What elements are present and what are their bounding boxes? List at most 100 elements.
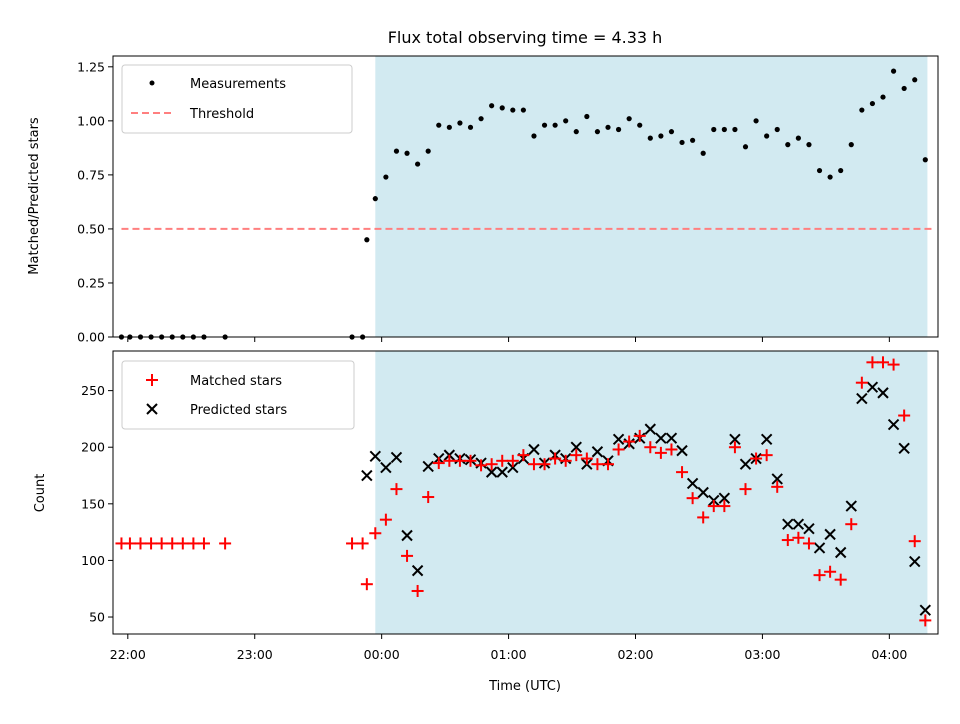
measurement-point <box>912 77 918 83</box>
measurement-point <box>541 122 548 128</box>
matched-point <box>845 518 858 531</box>
legend-threshold-label: Threshold <box>189 107 254 122</box>
predicted-point <box>877 387 889 399</box>
matched-point <box>517 449 530 462</box>
measurement-point <box>764 133 770 139</box>
predicted-point <box>422 460 434 473</box>
matched-point <box>718 500 731 513</box>
matched-point <box>602 458 614 471</box>
measurement-point <box>690 137 696 143</box>
matched-point <box>197 537 210 550</box>
measurement-point <box>436 122 442 128</box>
measurement-point <box>647 135 653 141</box>
measurement-point <box>499 105 505 111</box>
predicted-point <box>792 518 805 530</box>
measurement-point <box>573 129 579 135</box>
top-y-tick-label: 1.25 <box>77 59 105 74</box>
matched-point <box>676 466 689 479</box>
measurement-point <box>806 142 812 148</box>
matched-point <box>356 537 369 550</box>
top-y-tick-label: 0.75 <box>77 167 105 182</box>
measurement-point <box>393 148 400 154</box>
measurement-point <box>742 144 749 150</box>
matched-point <box>792 531 805 544</box>
matched-point <box>771 480 784 493</box>
measurement-point <box>774 126 780 133</box>
matched-point <box>580 452 593 465</box>
predicted-point <box>771 473 783 485</box>
matched-point <box>145 537 158 550</box>
top-y-tick-label: 0.00 <box>77 330 105 345</box>
predicted-point <box>834 546 847 559</box>
bottom-y-tick-label: 50 <box>89 610 105 625</box>
matched-point <box>432 457 445 470</box>
predicted-point <box>739 458 752 470</box>
matched-point <box>369 527 382 540</box>
matched-point <box>781 534 794 547</box>
predicted-point <box>401 529 413 542</box>
matched-point <box>686 492 699 505</box>
measurement-point <box>711 126 717 133</box>
matched-point <box>475 459 488 472</box>
matched-point <box>155 537 168 550</box>
predicted-point <box>644 423 657 435</box>
predicted-point <box>760 433 773 446</box>
measurement-point <box>372 196 378 202</box>
legend-measurements-label: Measurements <box>190 77 286 92</box>
bottom-plot-frame <box>112 350 939 635</box>
measurement-point <box>721 126 727 133</box>
measurement-point <box>520 107 526 113</box>
legend-measurements-marker <box>149 80 155 86</box>
matched-point <box>623 435 636 448</box>
legend-predicted-label: Predicted stars <box>190 403 287 418</box>
matched-point <box>813 569 826 582</box>
matched-point <box>697 511 710 524</box>
matched-point <box>612 443 625 456</box>
measurement-point <box>478 116 484 122</box>
measurement-point <box>848 142 854 148</box>
matched-point <box>422 491 435 504</box>
matched-point <box>919 614 932 627</box>
matched-point <box>887 358 900 371</box>
predicted-point <box>729 433 741 446</box>
predicted-point <box>390 451 403 464</box>
matched-point <box>401 549 414 562</box>
measurement-point <box>795 135 801 141</box>
matched-point <box>633 429 646 442</box>
matched-point <box>379 513 392 526</box>
matched-point <box>538 458 551 471</box>
matched-point <box>219 537 232 550</box>
predicted-point <box>697 486 709 499</box>
matched-point <box>134 537 147 550</box>
predicted-point <box>612 433 625 446</box>
matched-point <box>360 578 373 591</box>
predicted-point <box>528 443 540 456</box>
bottom-y-tick-label: 150 <box>81 496 105 511</box>
bottom-legend-box <box>121 360 355 430</box>
predicted-point <box>485 466 498 478</box>
matched-point <box>411 584 424 597</box>
bottom-y-tick-label: 100 <box>81 553 105 568</box>
matched-point <box>644 441 657 454</box>
legend-matched-marker <box>146 374 158 386</box>
predicted-point <box>856 392 868 405</box>
measurement-point <box>732 126 738 133</box>
measurement-point <box>467 124 474 130</box>
matched-point <box>496 454 509 467</box>
x-axis-label: Time (UTC) <box>488 679 561 694</box>
predicted-point <box>782 518 794 530</box>
measurement-point <box>658 133 664 139</box>
matched-point <box>176 537 189 550</box>
measurement-point <box>457 120 463 126</box>
matched-point <box>707 500 720 513</box>
matched-point <box>559 454 572 467</box>
predicted-point <box>866 381 879 393</box>
matched-point <box>654 446 667 459</box>
top-legend: Measurements Threshold <box>121 64 353 134</box>
top-legend-box <box>121 64 353 134</box>
x-tick-label: 23:00 <box>237 647 273 662</box>
measurement-point <box>563 118 569 124</box>
predicted-point <box>361 469 373 482</box>
matched-point <box>855 376 868 389</box>
